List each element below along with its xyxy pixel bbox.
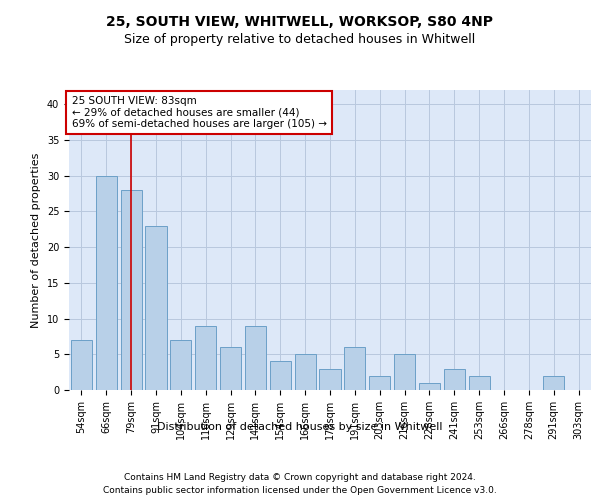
- Bar: [71, 340, 92, 390]
- Bar: [469, 376, 490, 390]
- Bar: [444, 368, 465, 390]
- Bar: [145, 226, 167, 390]
- Bar: [170, 340, 191, 390]
- Bar: [419, 383, 440, 390]
- Text: Contains HM Land Registry data © Crown copyright and database right 2024.: Contains HM Land Registry data © Crown c…: [124, 472, 476, 482]
- Text: 25, SOUTH VIEW, WHITWELL, WORKSOP, S80 4NP: 25, SOUTH VIEW, WHITWELL, WORKSOP, S80 4…: [107, 15, 493, 29]
- Bar: [121, 190, 142, 390]
- Bar: [295, 354, 316, 390]
- Text: Contains public sector information licensed under the Open Government Licence v3: Contains public sector information licen…: [103, 486, 497, 495]
- Bar: [369, 376, 390, 390]
- Bar: [245, 326, 266, 390]
- Bar: [344, 347, 365, 390]
- Y-axis label: Number of detached properties: Number of detached properties: [31, 152, 41, 328]
- Bar: [220, 347, 241, 390]
- Bar: [195, 326, 216, 390]
- Text: 25 SOUTH VIEW: 83sqm
← 29% of detached houses are smaller (44)
69% of semi-detac: 25 SOUTH VIEW: 83sqm ← 29% of detached h…: [71, 96, 326, 129]
- Bar: [96, 176, 117, 390]
- Text: Distribution of detached houses by size in Whitwell: Distribution of detached houses by size …: [157, 422, 443, 432]
- Bar: [270, 362, 291, 390]
- Bar: [394, 354, 415, 390]
- Bar: [543, 376, 564, 390]
- Bar: [319, 368, 341, 390]
- Text: Size of property relative to detached houses in Whitwell: Size of property relative to detached ho…: [124, 32, 476, 46]
